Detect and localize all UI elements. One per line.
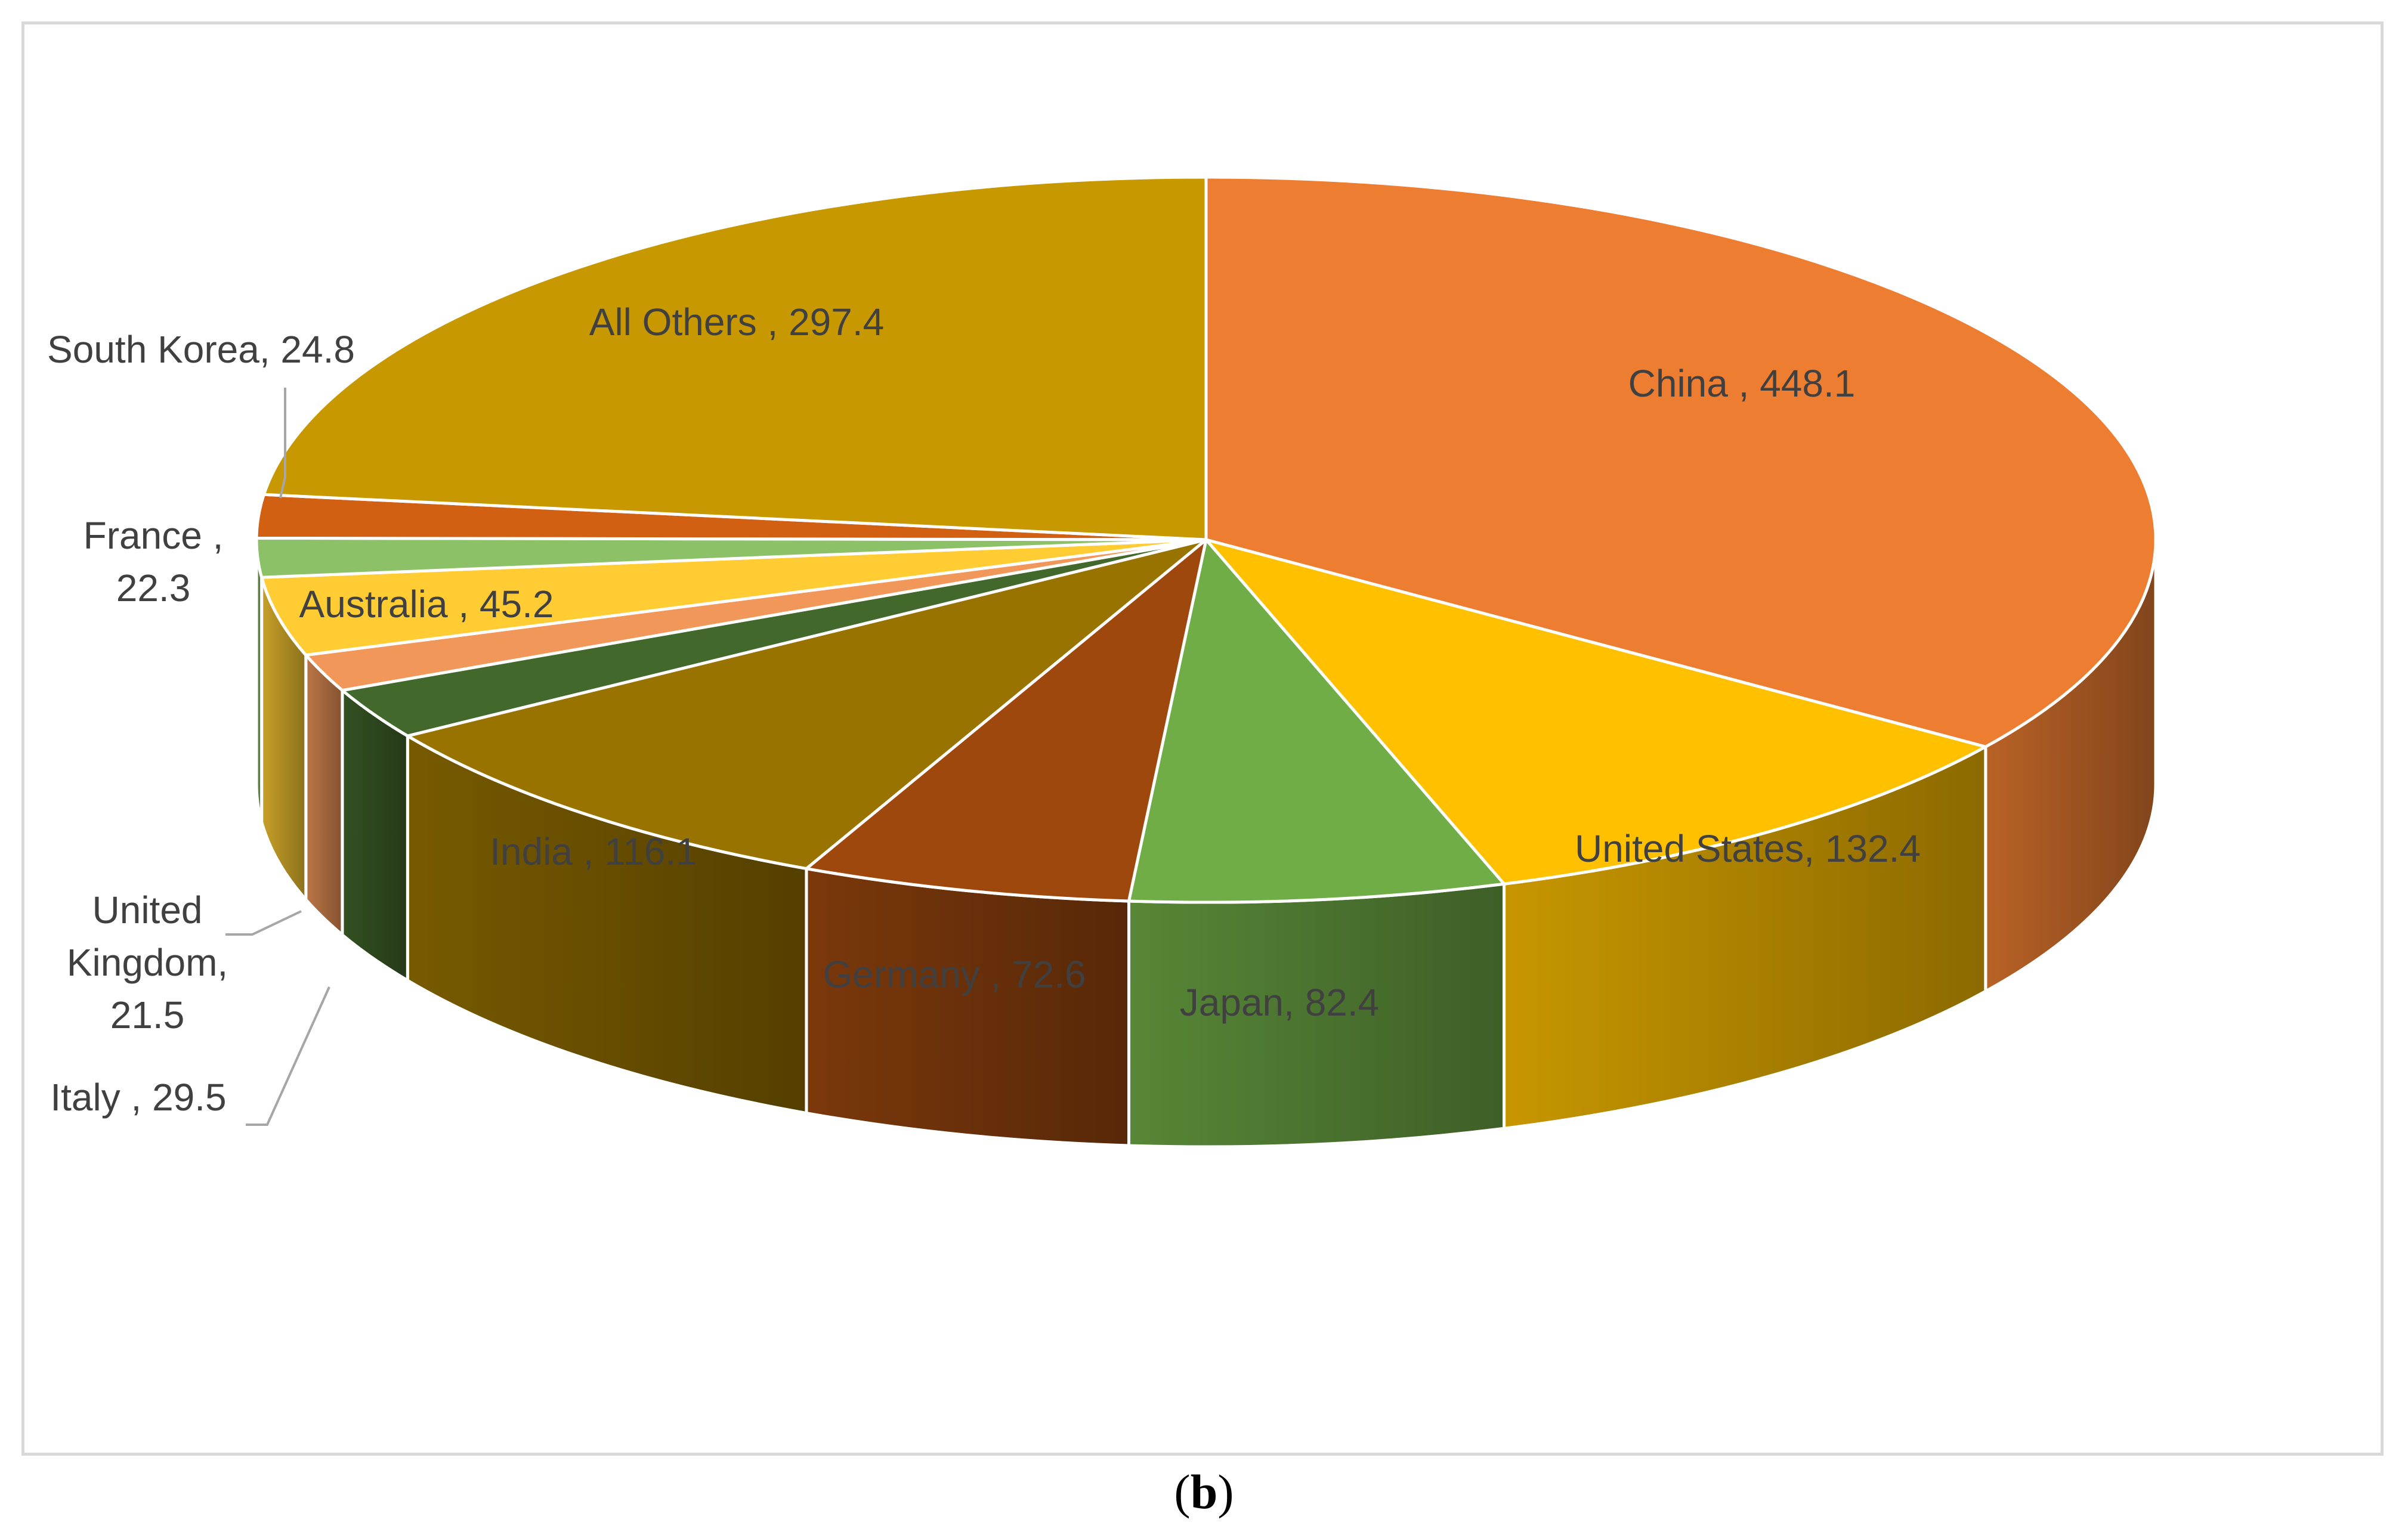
caption-letter: b [1190, 1465, 1218, 1519]
pie-side-walls [255, 538, 2157, 1149]
caption-close-paren: ) [1217, 1465, 1234, 1519]
leader-line-south-korea [279, 388, 286, 499]
pie-slice-india [406, 538, 1208, 871]
pie-slice-china [1204, 175, 2157, 748]
data-label-united-kingdom: United Kingdom, 21.5 [67, 889, 228, 1036]
pie-wall-italy [341, 689, 409, 982]
caption-open-paren: ( [1174, 1465, 1191, 1519]
leader-line-united-kingdom [225, 910, 302, 936]
leader-line-italy [246, 986, 330, 1126]
data-label-france: France , 22.3 [84, 514, 224, 609]
data-label-india: India , 116.1 [490, 830, 697, 873]
data-label-australia: Australia , 45.2 [299, 583, 554, 626]
pie-slice-all-others [262, 175, 1208, 541]
data-labels: China , 448.1 United States, 132.4 Japan, … [47, 301, 1921, 1119]
data-label-italy: Italy , 29.5 [50, 1076, 226, 1119]
leader-lines [225, 388, 330, 1126]
data-label-all-others: All Others , 297.4 [589, 301, 884, 343]
figure-caption: (b) [0, 1464, 2408, 1520]
pie-wall-germany [805, 867, 1130, 1147]
pie-slice-united-states [1204, 538, 1987, 886]
pie-wall-france [255, 538, 264, 824]
data-label-china: China , 448.1 [1628, 362, 1856, 405]
data-label-germany: Germany , 72.6 [823, 953, 1086, 996]
pie-slice-japan [1127, 538, 1506, 904]
data-label-united-states: United States, 132.4 [1575, 827, 1921, 870]
pie-top-faces [255, 175, 2157, 904]
pie-slice-germany [805, 538, 1208, 903]
pie-wall-united-kingdom [304, 654, 344, 937]
data-label-japan: Japan, 82.4 [1180, 981, 1380, 1024]
data-label-south-korea: South Korea, 24.8 [47, 328, 355, 371]
